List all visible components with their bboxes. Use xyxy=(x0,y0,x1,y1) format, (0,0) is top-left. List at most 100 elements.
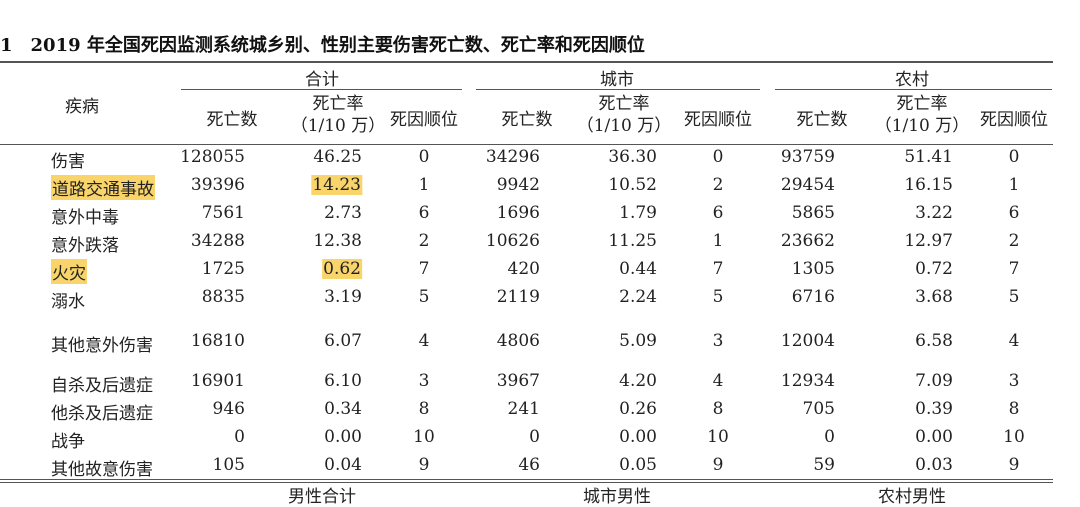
death-count: 241 xyxy=(507,399,540,419)
bottom-rule xyxy=(0,479,1053,480)
death-rank: 5 xyxy=(418,287,430,307)
subheader-rank: 死因顺位 xyxy=(390,110,458,130)
death-count: 1696 xyxy=(496,203,540,223)
death-rate: 46.25 xyxy=(313,147,362,167)
disease-name: 其他意外伤害 xyxy=(51,336,153,356)
table-row: 火灾 1725 0.62 7 420 0.44 7 1305 0.72 7 xyxy=(0,259,1080,285)
death-rate: 2.73 xyxy=(324,203,362,223)
death-rate: 0.34 xyxy=(324,399,362,419)
disease-name: 溺水 xyxy=(51,292,85,312)
death-count: 1725 xyxy=(201,259,245,279)
disease-name: 意外跌落 xyxy=(51,236,119,256)
death-rate: 6.07 xyxy=(324,331,362,351)
death-count: 105 xyxy=(212,455,245,475)
death-count: 0 xyxy=(824,427,835,447)
death-rank: 6 xyxy=(712,203,724,223)
table-row: 意外跌落 34288 12.38 2 10626 11.25 1 23662 12.97 2 xyxy=(0,231,1080,257)
death-rank: 4 xyxy=(418,331,430,351)
table-row: 伤害 128055 46.25 0 34296 36.30 0 93759 51.41 0 xyxy=(0,147,1080,173)
death-count: 7561 xyxy=(201,203,245,223)
death-rate: 0.62 xyxy=(322,259,362,279)
death-count: 93759 xyxy=(780,147,835,167)
death-count: 12934 xyxy=(780,371,835,391)
death-rate: 6.10 xyxy=(324,371,362,391)
death-count: 1305 xyxy=(791,259,835,279)
death-rate: 5.09 xyxy=(619,331,657,351)
group-underline xyxy=(181,89,462,90)
death-rate: 16.15 xyxy=(904,175,953,195)
subheader-count: 死亡数 xyxy=(796,110,848,130)
death-count: 705 xyxy=(802,399,835,419)
death-count: 34288 xyxy=(190,231,245,251)
death-rate: 0.04 xyxy=(324,455,362,475)
subheader-rate: 死亡率 （1/10 万） xyxy=(291,93,386,137)
death-count: 9942 xyxy=(496,175,540,195)
death-rate: 0.00 xyxy=(915,427,953,447)
death-count: 6716 xyxy=(791,287,835,307)
death-rank: 1 xyxy=(418,175,430,195)
death-rank: 6 xyxy=(418,203,430,223)
group-underline xyxy=(775,89,1052,90)
death-rank: 9 xyxy=(418,455,430,475)
death-rank: 10 xyxy=(1003,427,1025,447)
rate-label: 死亡率 xyxy=(598,94,650,114)
death-count: 0 xyxy=(529,427,540,447)
table-row: 道路交通事故 39396 14.23 1 9942 10.52 2 29454 16.15 1 xyxy=(0,175,1080,201)
death-count: 16810 xyxy=(190,331,245,351)
death-rank: 3 xyxy=(712,331,724,351)
death-rate: 51.41 xyxy=(904,147,953,167)
top-rule xyxy=(0,61,1053,63)
next-group-total: 男性合计 xyxy=(288,487,356,507)
death-count: 128055 xyxy=(180,147,245,167)
death-rank: 1 xyxy=(712,231,724,251)
death-rate: 0.00 xyxy=(324,427,362,447)
death-rank: 8 xyxy=(1008,399,1020,419)
rate-unit: （1/10 万） xyxy=(576,116,672,136)
death-rank: 7 xyxy=(712,259,724,279)
table-row: 意外中毒 7561 2.73 6 1696 1.79 6 5865 3.22 6 xyxy=(0,203,1080,229)
death-count: 0 xyxy=(234,427,245,447)
death-count: 12004 xyxy=(780,331,835,351)
death-rank: 5 xyxy=(1008,287,1020,307)
death-count: 3967 xyxy=(496,371,540,391)
disease-name: 他杀及后遗症 xyxy=(51,404,153,424)
death-count: 2119 xyxy=(496,287,540,307)
death-rank: 8 xyxy=(418,399,430,419)
death-rank: 5 xyxy=(712,287,724,307)
group-urban: 城市 xyxy=(600,70,634,90)
death-rate: 0.03 xyxy=(915,455,953,475)
table-row: 其他意外伤害 16810 6.07 4 4806 5.09 3 12004 6.58 4 xyxy=(0,331,1080,357)
death-rank: 0 xyxy=(712,147,724,167)
death-count: 946 xyxy=(212,399,245,419)
death-rate: 6.58 xyxy=(915,331,953,351)
death-rate: 2.24 xyxy=(619,287,657,307)
next-group-rural: 农村男性 xyxy=(878,487,946,507)
death-rate: 0.44 xyxy=(619,259,657,279)
table-row: 其他故意伤害 105 0.04 9 46 0.05 9 59 0.03 9 xyxy=(0,455,1080,481)
death-rank: 2 xyxy=(418,231,430,251)
death-rate: 11.25 xyxy=(608,231,657,251)
rate-label: 死亡率 xyxy=(896,94,948,114)
death-rate: 3.68 xyxy=(915,287,953,307)
death-rate: 7.09 xyxy=(915,371,953,391)
death-rate: 1.79 xyxy=(619,203,657,223)
death-count: 4806 xyxy=(496,331,540,351)
death-rate: 0.05 xyxy=(619,455,657,475)
death-rate: 0.26 xyxy=(619,399,657,419)
subheader-rate: 死亡率 （1/10 万） xyxy=(875,93,970,137)
subheader-count: 死亡数 xyxy=(206,110,258,130)
death-rate: 10.52 xyxy=(608,175,657,195)
death-rank: 0 xyxy=(418,147,430,167)
death-rank: 9 xyxy=(1008,455,1020,475)
death-count: 420 xyxy=(507,259,540,279)
death-rank: 10 xyxy=(707,427,729,447)
death-rank: 8 xyxy=(712,399,724,419)
disease-name: 伤害 xyxy=(51,152,85,172)
death-rank: 3 xyxy=(418,371,430,391)
death-rate: 0.72 xyxy=(915,259,953,279)
header-rule xyxy=(0,144,1053,145)
subheader-rate: 死亡率 （1/10 万） xyxy=(577,93,672,137)
death-rank: 9 xyxy=(712,455,724,475)
table-row: 战争 0 0.00 10 0 0.00 10 0 0.00 10 xyxy=(0,427,1080,453)
death-count: 39396 xyxy=(190,175,245,195)
